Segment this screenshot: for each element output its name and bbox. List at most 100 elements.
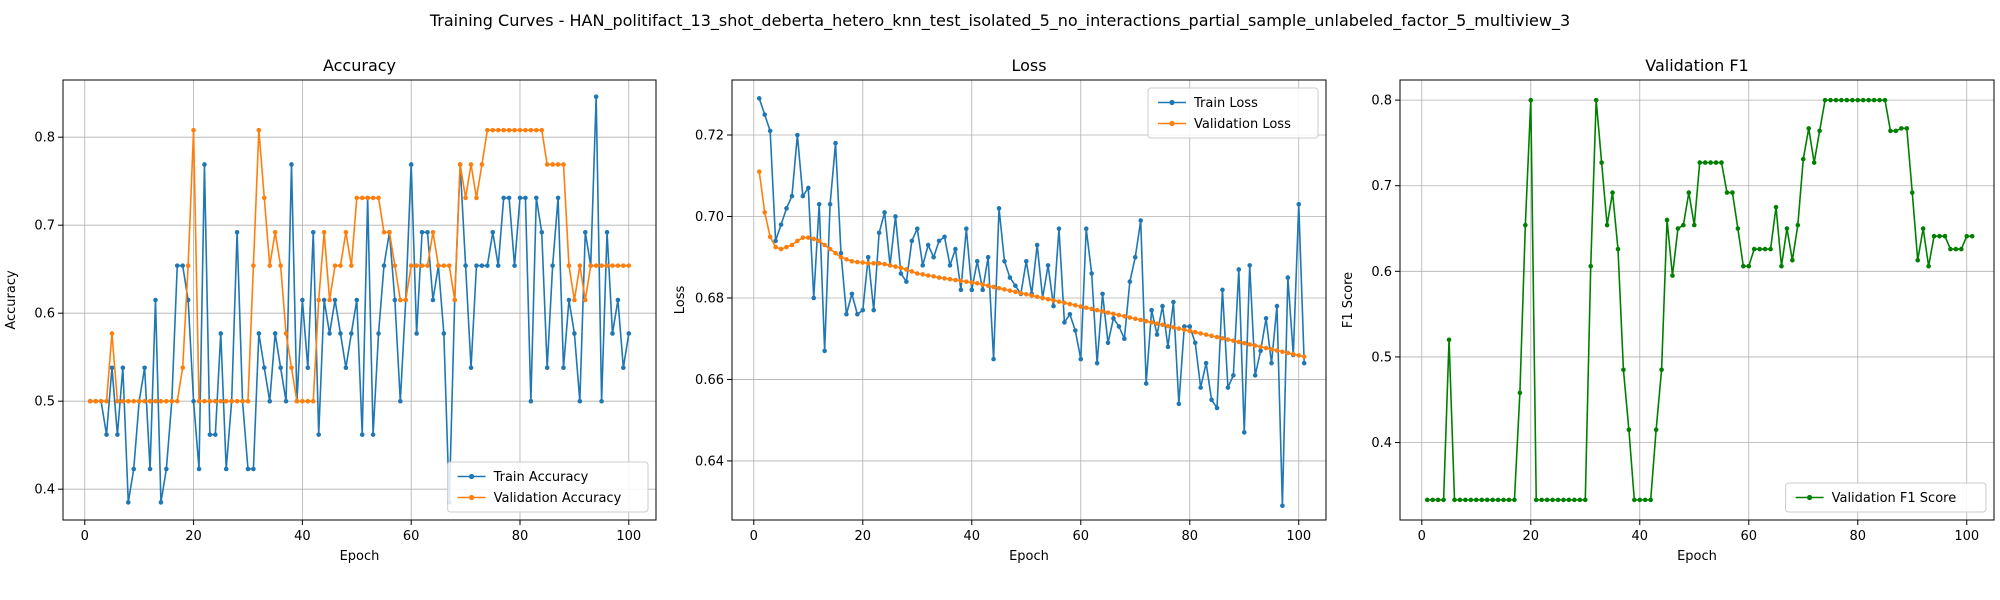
- data-point: [1149, 320, 1154, 325]
- data-point: [1604, 222, 1610, 228]
- data-point: [1964, 233, 1970, 239]
- data-point: [104, 432, 109, 437]
- x-tick-label: 40: [294, 529, 311, 544]
- data-point: [1795, 222, 1801, 228]
- data-point: [909, 238, 915, 244]
- data-point: [811, 295, 817, 301]
- data-point: [599, 398, 604, 404]
- data-point: [1280, 349, 1285, 355]
- legend-marker: [1169, 120, 1175, 127]
- data-point: [991, 284, 996, 290]
- data-point: [430, 229, 436, 235]
- data-point: [1209, 333, 1214, 339]
- data-point: [376, 331, 381, 336]
- data-point: [1274, 348, 1280, 353]
- data-point: [1258, 348, 1263, 354]
- data-point: [1083, 226, 1089, 232]
- data-point: [1182, 324, 1187, 329]
- legend-label: Train Loss: [1193, 96, 1258, 111]
- data-point: [1937, 233, 1942, 239]
- data-point: [805, 235, 811, 240]
- data-point: [414, 263, 419, 268]
- data-point: [245, 466, 251, 472]
- y-axis-label: Accuracy: [4, 270, 19, 330]
- data-point: [1626, 427, 1632, 432]
- data-point: [1187, 328, 1193, 334]
- data-point: [1664, 217, 1670, 223]
- data-point: [300, 398, 305, 404]
- data-point: [1610, 190, 1615, 195]
- data-point: [974, 280, 980, 286]
- data-point: [1544, 497, 1550, 503]
- x-tick-label: 60: [1740, 529, 1757, 544]
- data-point: [816, 201, 822, 207]
- data-point: [452, 297, 458, 303]
- data-point: [1528, 97, 1534, 103]
- data-point: [555, 195, 561, 201]
- data-point: [582, 297, 588, 303]
- data-point: [419, 229, 425, 235]
- series-line: [90, 129, 629, 403]
- data-point: [550, 162, 555, 167]
- data-point: [131, 398, 137, 404]
- data-point: [827, 201, 833, 207]
- data-point: [115, 432, 120, 437]
- data-point: [327, 331, 332, 336]
- data-point: [626, 331, 632, 336]
- data-point: [1762, 246, 1768, 252]
- y-tick-label: 0.8: [1371, 94, 1392, 109]
- data-point: [1512, 497, 1517, 503]
- legend-marker: [1169, 99, 1175, 106]
- data-point: [588, 263, 594, 268]
- data-point: [958, 287, 964, 293]
- data-point: [278, 365, 283, 371]
- data-point: [577, 263, 583, 268]
- x-tick-label: 0: [1418, 529, 1426, 544]
- data-point: [1176, 326, 1182, 331]
- data-point: [414, 331, 419, 336]
- data-point: [213, 432, 218, 437]
- y-tick-label: 0.4: [1371, 436, 1392, 451]
- data-point: [1165, 323, 1171, 329]
- data-point: [1252, 373, 1258, 378]
- data-point: [441, 263, 447, 268]
- data-point: [474, 263, 479, 268]
- data-point: [1089, 271, 1094, 276]
- data-point: [218, 331, 224, 336]
- data-point: [1231, 338, 1236, 344]
- x-tick-label: 20: [1523, 529, 1540, 544]
- data-point: [1822, 97, 1828, 103]
- data-point: [1116, 312, 1122, 318]
- data-point: [196, 466, 202, 472]
- data-point: [953, 246, 958, 252]
- data-point: [1132, 316, 1138, 322]
- data-point: [1452, 497, 1457, 503]
- y-tick-label: 0.6: [34, 307, 55, 322]
- data-point: [283, 398, 289, 404]
- data-point: [153, 398, 158, 404]
- data-point: [1790, 257, 1795, 263]
- data-point: [147, 398, 153, 404]
- data-point: [251, 263, 256, 268]
- data-point: [1593, 97, 1599, 103]
- legend: Train Loss Validation Loss: [1147, 87, 1319, 139]
- data-point: [267, 263, 273, 268]
- data-point: [419, 263, 425, 268]
- data-point: [767, 234, 773, 240]
- chart-panels: 0 20 40 60 80 100 0.4 0.5 0.6 0.7 0.8 Accuracy Epoch…: [4, 56, 1995, 564]
- data-point: [996, 285, 1002, 291]
- data-point: [109, 331, 115, 336]
- data-point: [898, 271, 904, 276]
- data-point: [408, 263, 414, 268]
- data-point: [795, 238, 800, 244]
- data-point: [1735, 226, 1741, 231]
- data-point: [1198, 385, 1203, 390]
- data-point: [778, 222, 784, 227]
- data-point: [1247, 342, 1253, 347]
- data-point: [398, 297, 403, 303]
- data-point: [1269, 360, 1274, 366]
- data-point: [376, 195, 381, 201]
- data-point: [1637, 497, 1643, 503]
- data-point: [822, 348, 827, 354]
- data-point: [1730, 190, 1735, 195]
